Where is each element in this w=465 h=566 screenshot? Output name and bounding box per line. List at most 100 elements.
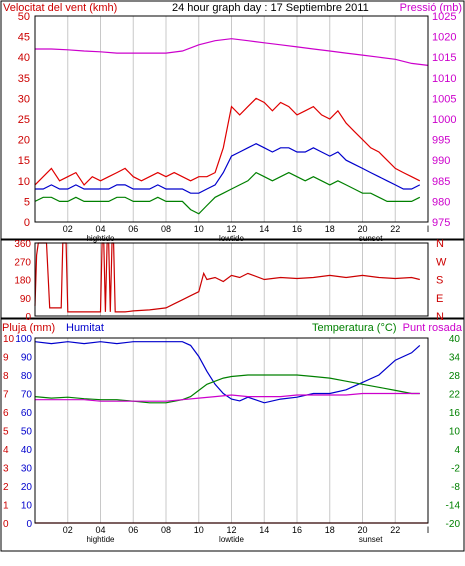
temp-tick-28: 28 bbox=[449, 371, 461, 382]
rain-tick-3: 3 bbox=[3, 464, 9, 475]
direction-tick-0: 0 bbox=[25, 312, 31, 323]
pressure-line bbox=[35, 38, 429, 66]
temp-tick--14: -14 bbox=[446, 501, 461, 512]
direction-tick-360: 360 bbox=[14, 239, 31, 250]
rain-tick-4: 4 bbox=[3, 445, 9, 456]
compass-label-3: E bbox=[436, 293, 443, 305]
wind-tick-5: 5 bbox=[24, 196, 30, 208]
pressure-tick-980: 980 bbox=[432, 196, 450, 208]
temp-tick-4: 4 bbox=[454, 445, 460, 456]
pressure-tick-1015: 1015 bbox=[432, 52, 456, 64]
rain-tick-5: 5 bbox=[3, 427, 9, 438]
humidity-tick-40: 40 bbox=[21, 445, 33, 456]
hour-label-top-22: 22 bbox=[390, 224, 400, 234]
temperature-title: Temperatura (°C) bbox=[312, 322, 396, 334]
direction-tick-270: 270 bbox=[14, 257, 31, 268]
pressure-tick-975: 975 bbox=[432, 217, 450, 229]
hour-label-bottom-I: I bbox=[427, 525, 430, 535]
compass-label-4: N bbox=[436, 311, 444, 323]
gust-line bbox=[34, 171, 421, 215]
hour-label-bottom-02: 02 bbox=[63, 525, 73, 535]
temp-tick--20: -20 bbox=[446, 519, 461, 530]
panel-frame-3 bbox=[0, 318, 465, 552]
humidity-tick-50: 50 bbox=[21, 427, 33, 438]
hour-label-top-20: 20 bbox=[357, 224, 367, 234]
pressure-tick-985: 985 bbox=[432, 176, 450, 188]
tide-marker-top-lowtide: lowtide bbox=[219, 234, 244, 243]
panel-frame-2 bbox=[0, 239, 465, 319]
hour-label-bottom-20: 20 bbox=[357, 525, 367, 535]
hour-label-bottom-06: 06 bbox=[128, 525, 138, 535]
humidity-title: Humitat bbox=[66, 322, 104, 334]
chart-title: 24 hour graph day : 17 Septiembre 2011 bbox=[172, 2, 369, 14]
humidity-tick-70: 70 bbox=[21, 390, 33, 401]
rain-tick-2: 2 bbox=[3, 482, 9, 493]
pressure-tick-1000: 1000 bbox=[432, 114, 456, 126]
wind-tick-25: 25 bbox=[18, 114, 30, 126]
humidity-tick-60: 60 bbox=[21, 408, 33, 419]
humidity-line bbox=[34, 341, 421, 404]
hour-label-top-18: 18 bbox=[325, 224, 335, 234]
humidity-tick-30: 30 bbox=[21, 464, 33, 475]
rain-tick-8: 8 bbox=[3, 371, 9, 382]
compass-label-0: N bbox=[436, 238, 444, 250]
plot-border-1 bbox=[34, 15, 429, 223]
rain-tick-6: 6 bbox=[3, 408, 9, 419]
pressure-title: Pressió (mb) bbox=[400, 2, 462, 14]
wind-tick-50: 50 bbox=[18, 11, 30, 23]
humidity-tick-20: 20 bbox=[21, 482, 33, 493]
temp-tick-40: 40 bbox=[449, 334, 461, 345]
compass-label-1: W bbox=[436, 256, 447, 268]
hour-label-bottom-08: 08 bbox=[161, 525, 171, 535]
plot-border-3 bbox=[34, 337, 429, 524]
hour-label-top-10: 10 bbox=[194, 224, 204, 234]
temp-tick-10: 10 bbox=[449, 427, 461, 438]
hour-label-bottom-22: 22 bbox=[390, 525, 400, 535]
wind-tick-45: 45 bbox=[18, 32, 30, 44]
hour-label-top-12: 12 bbox=[226, 224, 236, 234]
humidity-tick-90: 90 bbox=[21, 353, 33, 364]
humidity-tick-100: 100 bbox=[15, 334, 32, 345]
hour-label-top-06: 06 bbox=[128, 224, 138, 234]
hour-label-bottom-12: 12 bbox=[226, 525, 236, 535]
rain-tick-10: 10 bbox=[3, 334, 15, 345]
hour-label-top-08: 08 bbox=[161, 224, 171, 234]
pressure-tick-1025: 1025 bbox=[432, 11, 456, 23]
plot-border-2 bbox=[34, 242, 429, 317]
rain-tick-9: 9 bbox=[3, 353, 9, 364]
direction-tick-90: 90 bbox=[20, 294, 32, 305]
rain-tick-7: 7 bbox=[3, 390, 9, 401]
hour-label-top-I: I bbox=[427, 224, 430, 234]
humidity-tick-80: 80 bbox=[21, 371, 33, 382]
panel-frame-1 bbox=[0, 0, 465, 240]
wind-tick-35: 35 bbox=[18, 73, 30, 85]
rain-tick-0: 0 bbox=[3, 519, 9, 530]
tide-marker-bottom-sunset: sunset bbox=[359, 535, 383, 544]
pressure-tick-990: 990 bbox=[432, 155, 450, 167]
dew-point-title: Punt rosada bbox=[403, 322, 463, 334]
pressure-tick-1005: 1005 bbox=[432, 93, 456, 105]
dew-point-line bbox=[35, 392, 420, 402]
tide-marker-bottom-lowtide: lowtide bbox=[219, 535, 244, 544]
temperature-line bbox=[34, 374, 420, 404]
humidity-tick-0: 0 bbox=[26, 519, 32, 530]
temp-tick-16: 16 bbox=[449, 408, 461, 419]
wind-speed-title: Velocitat del vent (kmh) bbox=[3, 2, 117, 14]
wind-tick-10: 10 bbox=[18, 176, 30, 188]
hour-label-bottom-14: 14 bbox=[259, 525, 269, 535]
hour-label-bottom-16: 16 bbox=[292, 525, 302, 535]
temp-tick-34: 34 bbox=[449, 353, 461, 364]
avg-wind-line bbox=[35, 143, 421, 194]
tide-marker-top-sunset: sunset bbox=[359, 234, 383, 243]
direction-tick-180: 180 bbox=[14, 276, 31, 287]
compass-label-2: S bbox=[436, 275, 443, 287]
temp-tick--2: -2 bbox=[451, 464, 460, 475]
hour-label-top-02: 02 bbox=[63, 224, 73, 234]
wind-speed-line bbox=[34, 97, 421, 186]
tide-marker-top-hightide: hightide bbox=[86, 234, 115, 243]
hour-label-top-04: 04 bbox=[95, 224, 105, 234]
wind-tick-20: 20 bbox=[18, 135, 30, 147]
hour-label-bottom-10: 10 bbox=[194, 525, 204, 535]
pressure-tick-1020: 1020 bbox=[432, 32, 456, 44]
